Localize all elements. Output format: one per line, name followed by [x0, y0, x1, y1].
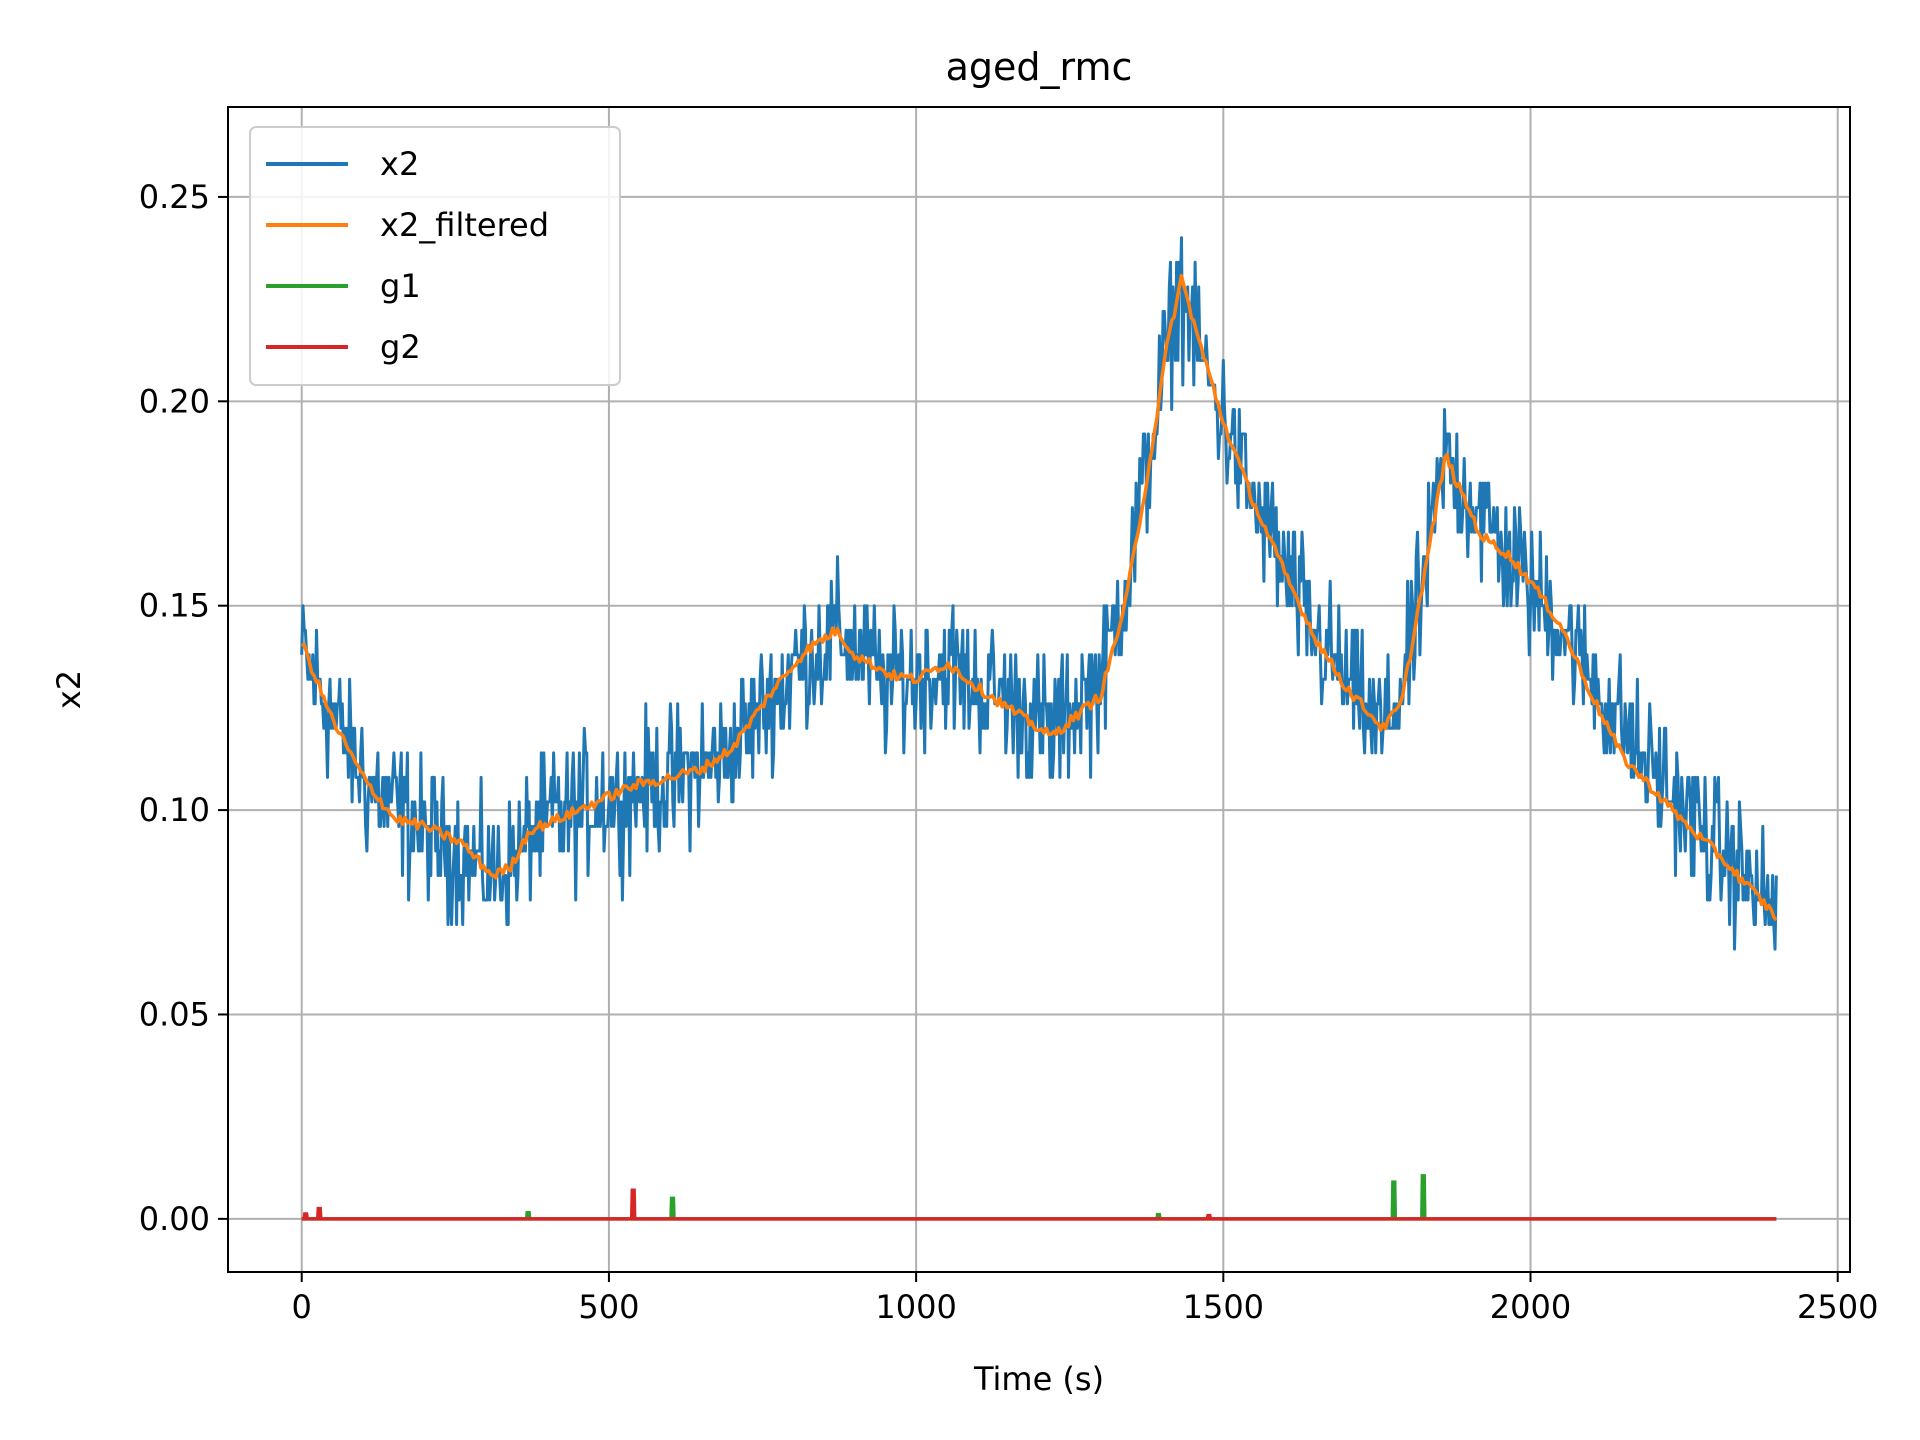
- axes-frame: [227, 106, 1851, 1273]
- series-x2-line: [300, 236, 1778, 951]
- x-tick-label: 2500: [1797, 1288, 1878, 1326]
- x-tick-label: 1000: [875, 1288, 956, 1326]
- x-tick-label: 1500: [1183, 1288, 1264, 1326]
- y-tick-label: 0.00: [139, 1200, 210, 1238]
- legend-label: x2_filtered: [380, 206, 549, 244]
- x-axis-label: Time (s): [973, 1360, 1104, 1398]
- series-x2-filtered-line: [300, 273, 1778, 922]
- x-tick-label: 500: [578, 1288, 639, 1326]
- legend-box: [249, 126, 621, 386]
- y-tick-label: 0.25: [139, 178, 210, 216]
- y-tick-label: 0.05: [139, 995, 210, 1033]
- y-tick-label: 0.10: [139, 791, 210, 829]
- legend-label: x2: [380, 145, 419, 183]
- legend-label: g2: [380, 328, 421, 366]
- x-tick-label: 0: [292, 1288, 312, 1326]
- y-tick-label: 0.15: [139, 587, 210, 625]
- legend: x2 x2_filtered g1 g2: [249, 126, 621, 386]
- plot-area: [300, 236, 1778, 1221]
- x-tick-label: 2000: [1490, 1288, 1571, 1326]
- series-g2-line: [301, 1188, 1777, 1221]
- chart-title: aged_rmc: [946, 45, 1133, 89]
- y-tick-label: 0.20: [139, 382, 210, 420]
- series-g1-line: [301, 1174, 1777, 1221]
- y-axis-label: x2: [50, 670, 88, 709]
- legend-label: g1: [380, 267, 421, 305]
- axis-ticks: 0 500 1000 1500 2000 2500 0.00 0.05 0.10 0.15 0.20…: [139, 178, 1879, 1326]
